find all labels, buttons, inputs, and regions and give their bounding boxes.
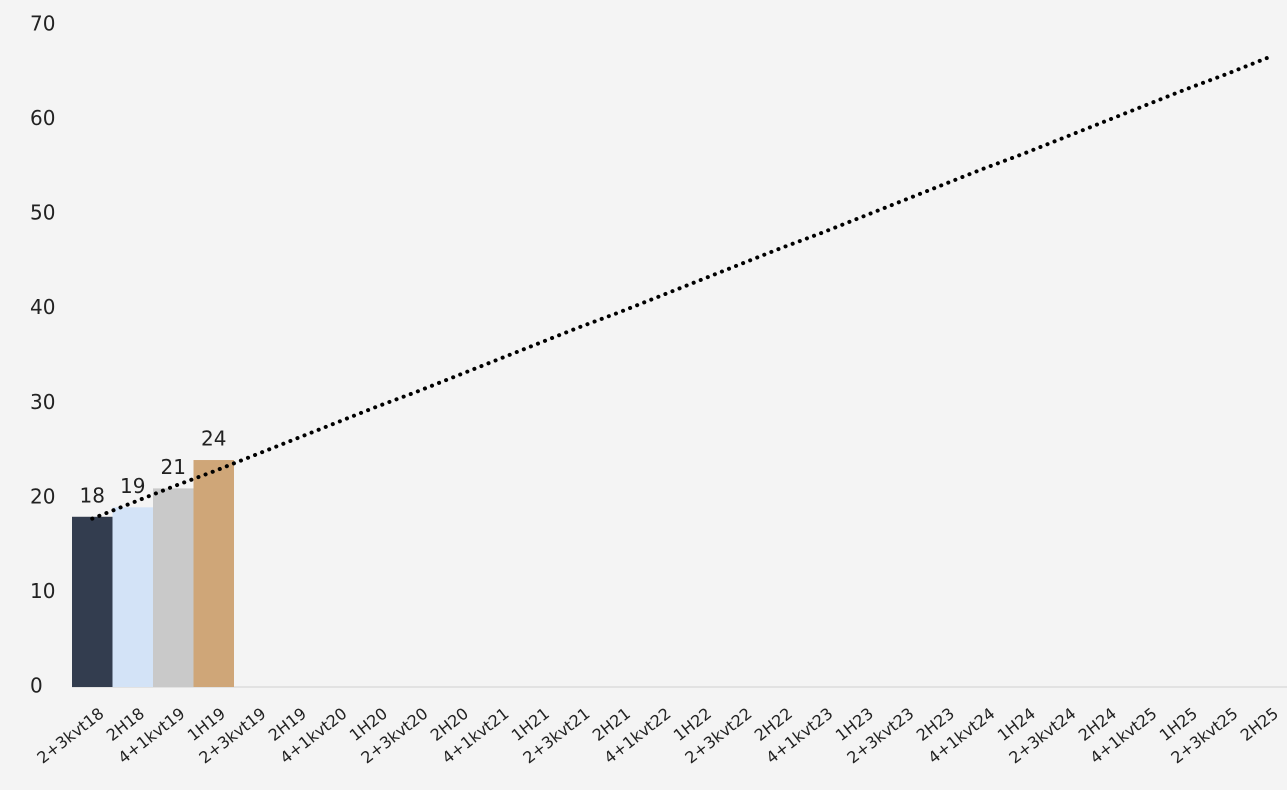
- bar: [72, 516, 113, 687]
- value-label: 19: [120, 474, 145, 498]
- bar: [193, 460, 234, 687]
- trendline: [90, 56, 1269, 521]
- y-tick-label: 50: [30, 201, 55, 225]
- y-tick-label: 70: [30, 12, 55, 36]
- y-tick-label: 40: [30, 295, 55, 319]
- value-label: 24: [201, 427, 226, 451]
- value-label: 18: [80, 483, 105, 507]
- y-tick-label: 30: [30, 390, 55, 414]
- y-tick-label: 10: [30, 579, 55, 603]
- y-tick-label: 20: [30, 484, 55, 508]
- y-tick-label: 60: [30, 106, 55, 130]
- value-label: 21: [161, 455, 186, 479]
- bar: [153, 488, 194, 687]
- bar: [112, 507, 153, 687]
- y-tick-label: 0: [30, 674, 43, 698]
